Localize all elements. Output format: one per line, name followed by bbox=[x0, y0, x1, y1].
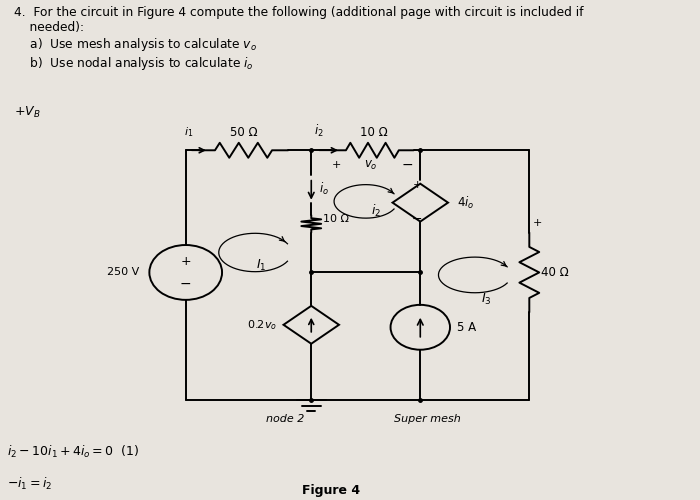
Text: $- i_1=i_2$: $- i_1=i_2$ bbox=[7, 476, 52, 492]
Text: node 2: node 2 bbox=[265, 414, 304, 424]
Text: $i_2$: $i_2$ bbox=[314, 123, 324, 140]
Text: $I_3$: $I_3$ bbox=[482, 292, 492, 308]
Text: −: − bbox=[180, 276, 192, 290]
Text: 40 Ω: 40 Ω bbox=[541, 266, 569, 279]
Text: 10 Ω: 10 Ω bbox=[360, 126, 388, 140]
Text: $I_1$: $I_1$ bbox=[256, 258, 267, 272]
Text: +: + bbox=[181, 255, 191, 268]
Text: $4i_o$: $4i_o$ bbox=[456, 194, 474, 210]
Text: −: − bbox=[401, 158, 413, 172]
Text: Figure 4: Figure 4 bbox=[302, 484, 360, 497]
Text: $+V_B$: $+V_B$ bbox=[14, 106, 41, 120]
Text: 250 V: 250 V bbox=[107, 268, 139, 278]
Text: $i_1$: $i_1$ bbox=[184, 126, 194, 140]
Text: $i_o$: $i_o$ bbox=[319, 181, 329, 197]
Text: 4.  For the circuit in Figure 4 compute the following (additional page with circ: 4. For the circuit in Figure 4 compute t… bbox=[14, 6, 583, 72]
Text: 10 Ω: 10 Ω bbox=[323, 214, 349, 224]
Text: $0.2v_o$: $0.2v_o$ bbox=[246, 318, 276, 332]
Text: +: + bbox=[412, 180, 421, 190]
Text: +: + bbox=[533, 218, 542, 228]
Text: 5 A: 5 A bbox=[456, 321, 476, 334]
Text: 50 Ω: 50 Ω bbox=[230, 126, 258, 140]
Text: +: + bbox=[332, 160, 341, 170]
Text: −: − bbox=[412, 212, 422, 226]
Text: $i_2 - 10i_1 +4i_o=0$  $(1)$: $i_2 - 10i_1 +4i_o=0$ $(1)$ bbox=[7, 444, 140, 460]
Text: $v_o$: $v_o$ bbox=[364, 158, 377, 172]
Text: Super mesh: Super mesh bbox=[393, 414, 461, 424]
Text: $i_2$: $i_2$ bbox=[370, 204, 381, 220]
